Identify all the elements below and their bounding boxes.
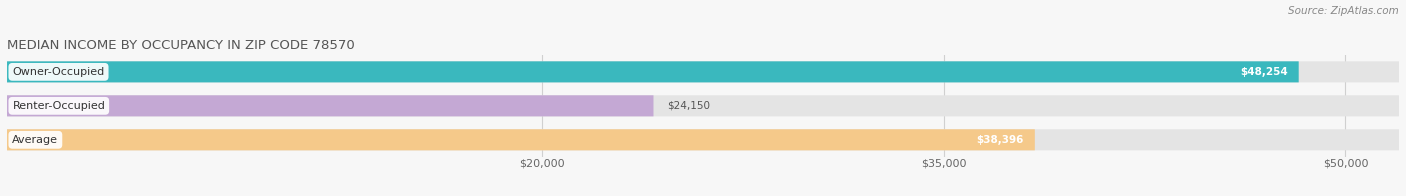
FancyBboxPatch shape	[7, 95, 654, 116]
Text: MEDIAN INCOME BY OCCUPANCY IN ZIP CODE 78570: MEDIAN INCOME BY OCCUPANCY IN ZIP CODE 7…	[7, 39, 354, 52]
FancyBboxPatch shape	[7, 61, 1399, 82]
FancyBboxPatch shape	[7, 95, 1399, 116]
Text: Average: Average	[13, 135, 59, 145]
Text: $48,254: $48,254	[1240, 67, 1288, 77]
FancyBboxPatch shape	[7, 129, 1399, 150]
FancyBboxPatch shape	[7, 61, 1299, 82]
Text: Renter-Occupied: Renter-Occupied	[13, 101, 105, 111]
Text: Source: ZipAtlas.com: Source: ZipAtlas.com	[1288, 6, 1399, 16]
Text: Owner-Occupied: Owner-Occupied	[13, 67, 104, 77]
Text: $24,150: $24,150	[666, 101, 710, 111]
FancyBboxPatch shape	[7, 129, 1035, 150]
Text: $38,396: $38,396	[977, 135, 1024, 145]
